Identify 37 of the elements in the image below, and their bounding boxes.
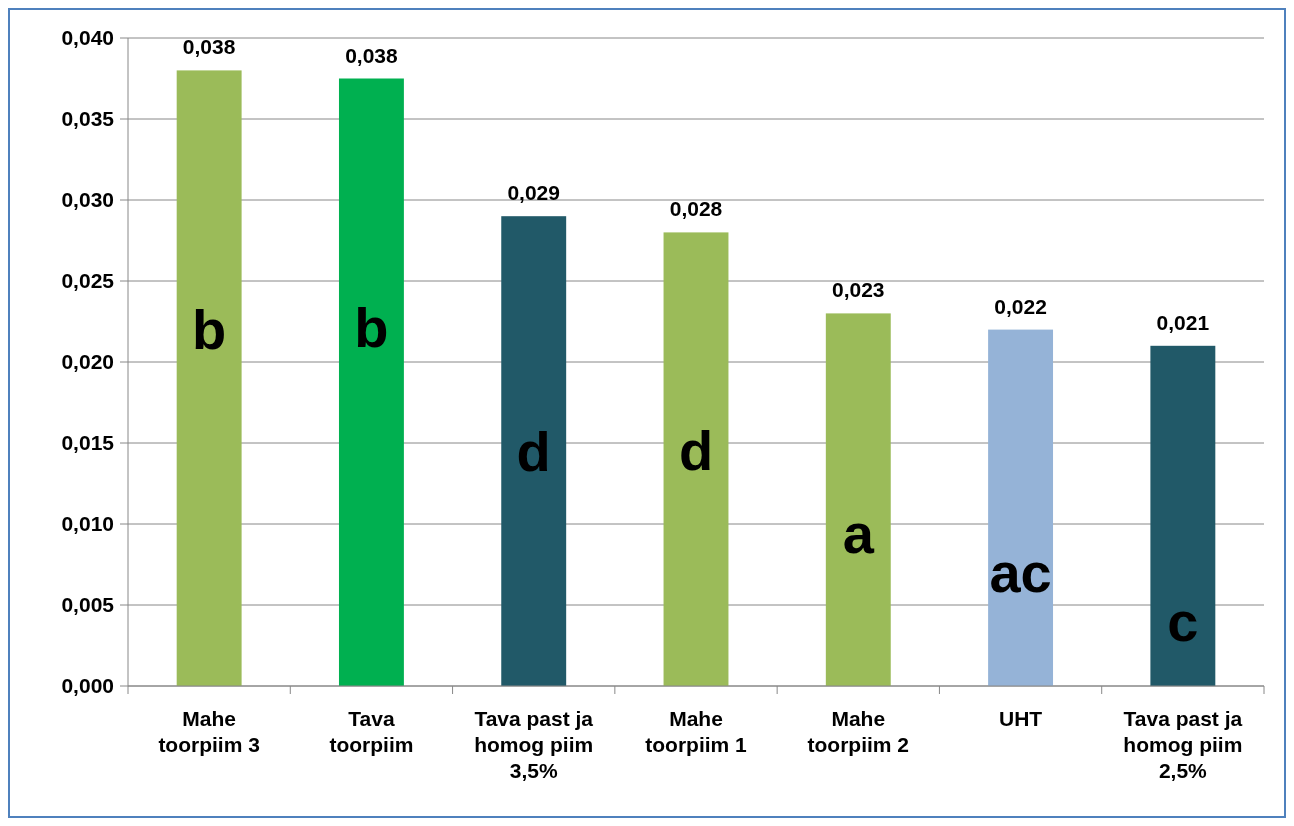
y-tick-label: 0,005 — [61, 593, 115, 617]
x-tick-label: Mahe toorpiim 3 — [158, 707, 260, 756]
y-tick-label: 0,025 — [61, 269, 115, 293]
annotation: b — [354, 296, 389, 360]
data-label: 0,022 — [994, 294, 1047, 318]
bar — [988, 329, 1054, 686]
data-label: 0,038 — [182, 35, 236, 59]
x-tick-label: Mahe toorpiim 2 — [807, 707, 910, 756]
data-label: 0,021 — [1156, 310, 1210, 334]
y-tick-label: 0,000 — [61, 674, 114, 698]
y-tick-label: 0,010 — [61, 512, 114, 536]
data-label: 0,028 — [669, 197, 723, 221]
annotation: c — [1167, 589, 1199, 653]
x-tick-label: Tava toorpiim — [329, 707, 414, 756]
y-tick-label: 0,020 — [61, 350, 114, 374]
bar — [501, 216, 567, 686]
data-label: 0,023 — [832, 278, 885, 302]
x-tick-label: Tava past ja homog piim 2,5% — [1123, 707, 1243, 782]
data-label: 0,029 — [507, 181, 560, 205]
annotation: d — [516, 419, 551, 483]
bar — [1150, 345, 1216, 686]
bar — [338, 78, 404, 686]
bar — [825, 313, 891, 686]
y-tick-label: 0,040 — [61, 26, 114, 50]
y-tick-label: 0,015 — [61, 431, 115, 455]
annotation: d — [678, 418, 714, 482]
annotation: a — [842, 501, 875, 565]
y-tick-label: 0,030 — [61, 188, 114, 212]
y-tick-label: 0,035 — [61, 107, 115, 131]
data-label: 0,038 — [345, 43, 399, 67]
x-tick-label: UHT — [998, 707, 1043, 730]
bar — [663, 232, 729, 686]
annotation: b — [192, 297, 227, 361]
x-tick-label: Tava past ja homog piim 3,5% — [474, 707, 594, 782]
bar — [176, 70, 242, 686]
x-tick-label: Mahe toorpiim 1 — [645, 707, 748, 756]
annotation: ac — [989, 540, 1052, 604]
